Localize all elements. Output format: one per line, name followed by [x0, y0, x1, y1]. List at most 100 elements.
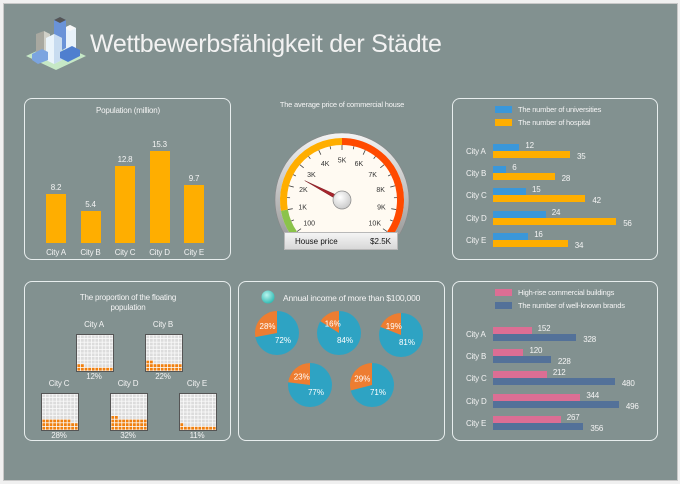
waffle-cell [143, 426, 147, 430]
pie-main-label: 81% [399, 338, 415, 347]
waffle-cell [88, 360, 91, 364]
waffle-cell [160, 339, 164, 342]
waffle-cell [122, 419, 125, 423]
waffle-cell [106, 342, 109, 346]
waffle-cell [136, 398, 140, 401]
waffle-cell [77, 360, 81, 364]
waffle-cell [157, 349, 160, 353]
waffle-cell [143, 419, 147, 423]
waffle-cell [187, 405, 191, 408]
waffle-cell [146, 360, 150, 364]
waffle-cell [91, 364, 95, 367]
bb-value-label: 344 [586, 390, 600, 400]
floating-population-panel [24, 281, 231, 441]
waffle-cell [136, 419, 140, 423]
waffle-cell [118, 408, 122, 412]
waffle-cell [106, 364, 109, 367]
waffle-cell [164, 360, 168, 364]
waffle-cell [99, 346, 102, 349]
uh-legend-label: The number of hospital [518, 118, 591, 127]
uh-bar [493, 144, 520, 151]
waffle-cell [168, 349, 171, 353]
waffle-cell [109, 360, 113, 364]
waffle-cell [67, 398, 71, 401]
waffle-cell [191, 412, 194, 416]
waffle-cell [77, 339, 81, 342]
waffle-cell [178, 367, 182, 371]
population-category-label: City D [149, 248, 170, 257]
waffle-cell [133, 419, 136, 423]
gauge-tick [299, 164, 304, 169]
waffle-cell [95, 346, 99, 349]
waffle-cell [153, 367, 157, 371]
waffle-cell [111, 398, 115, 401]
gauge-tick [380, 164, 385, 169]
waffle-cell [56, 398, 60, 401]
waffle-cell [118, 412, 122, 416]
waffle-cell [49, 426, 53, 430]
uh-category-label: City C [466, 191, 487, 201]
gauge-tick [352, 146, 355, 150]
waffle-cell [88, 367, 91, 371]
waffle-cell [178, 342, 182, 346]
gauge-tick [287, 208, 293, 210]
waffle-cell [118, 419, 122, 423]
waffle-cell [125, 405, 129, 408]
waffle-cell [95, 364, 99, 367]
waffle-cell [106, 353, 109, 357]
pie-main-label: 71% [370, 388, 386, 397]
waffle-cell [140, 416, 143, 419]
waffle-cell [88, 357, 91, 360]
waffle-cell [175, 349, 178, 353]
waffle-cell [209, 401, 212, 405]
waffle-cell [187, 419, 191, 423]
waffle-cell [178, 357, 182, 360]
waffle-cell [64, 416, 67, 419]
waffle-cell [125, 408, 129, 412]
waffle-cell [160, 346, 164, 349]
pie-other-label: 28% [260, 322, 276, 331]
waffle-cell [95, 367, 99, 371]
waffle-cell [115, 401, 118, 405]
waffle-cell [157, 357, 160, 360]
waffle-cell [88, 339, 91, 342]
waffle-value-label: 11% [189, 431, 205, 440]
waffle-value-label: 28% [51, 431, 67, 440]
waffle-cell [49, 398, 53, 401]
waffle-cell [91, 346, 95, 349]
buildings-brands-panel [452, 281, 658, 441]
waffle-cell [64, 405, 67, 408]
waffle-cell [191, 419, 194, 423]
gauge-tick [288, 185, 294, 188]
pie-main-label: 72% [275, 336, 291, 345]
waffle-cell [71, 408, 74, 412]
waffle-cell [122, 408, 125, 412]
waffle-cell [212, 398, 216, 401]
waffle-cell [136, 416, 140, 419]
waffle-cell [102, 335, 106, 339]
bb-bar [493, 349, 524, 357]
waffle-cell [205, 401, 209, 405]
waffle-cell [194, 419, 198, 423]
waffle-cell [202, 423, 205, 426]
gauge-tick [291, 219, 295, 222]
gauge-tick [308, 156, 311, 159]
waffle-grid [41, 393, 79, 431]
pie-other-slice [320, 311, 339, 333]
waffle-cell [77, 346, 81, 349]
waffle-cell [184, 412, 187, 416]
waffle-cell [115, 423, 118, 426]
waffle-cell [115, 419, 118, 423]
waffle-cell [140, 401, 143, 405]
waffle-cell [205, 426, 209, 430]
waffle-cell [106, 335, 109, 339]
waffle-cell [99, 342, 102, 346]
waffle-cell [168, 357, 171, 360]
waffle-cell [198, 408, 202, 412]
waffle-cell [53, 394, 56, 398]
waffle-cell [42, 408, 46, 412]
waffle-cell [53, 416, 56, 419]
gauge-hub [332, 190, 352, 210]
waffle-cell [184, 426, 187, 430]
waffle-city-label: City B [152, 320, 174, 329]
